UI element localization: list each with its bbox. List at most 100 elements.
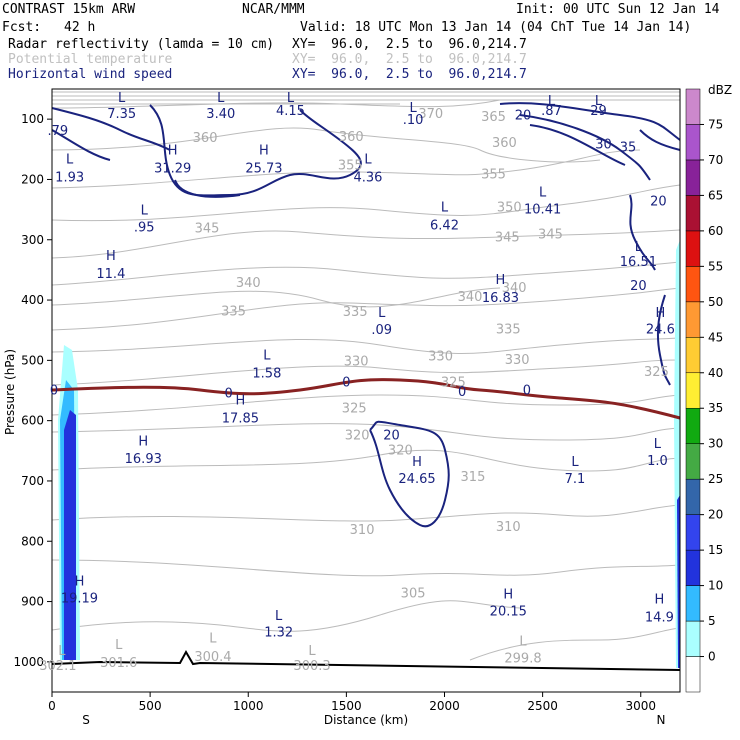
wind-speed-label: 20.15 [490,605,527,620]
wind-speed-label: 1.0 [647,454,668,469]
colorbar-swatch [685,301,701,338]
wind-speed-label: 20 [383,429,400,444]
wind-speed-label: H [655,593,665,608]
theta-contour-label: 345 [495,231,520,246]
theta-contour-label: 335 [496,322,521,337]
forecast-hour: 42 h [64,20,96,35]
theta-contour-label: 310 [496,520,521,535]
wind-speed-label: L [66,152,74,167]
wind-speed-label: 17.85 [222,412,259,427]
colorbar-swatches [685,88,701,693]
colorbar-level-label: 15 [708,543,723,557]
wind-speed-label: 14.9 [645,611,674,626]
wind-speed-label: 0 [523,383,531,398]
colorbar-swatch [685,124,701,161]
theta-contour-label: 325 [441,375,466,390]
wind-speed-label: 7.1 [565,472,586,487]
wind-speed-label: 24.6 [646,322,675,337]
wind-speed-label: H [106,249,116,264]
theta-contour-label: 355 [338,158,363,173]
colorbar-swatch [685,656,701,693]
wind-speed-label: L [263,348,271,363]
colorbar-level-label: 65 [708,188,723,202]
theta-contour-label: 335 [343,305,368,320]
y-axis-title: Pressure (hPa) [3,349,17,435]
theta-contour-label: 299.8 [504,652,541,667]
theta-contour-label: 340 [502,281,527,296]
wind-speed-label: L [141,204,149,219]
colorbar-swatch [685,549,701,586]
theta-contour-label: 360 [339,130,364,145]
x-axis-end-label: N [657,713,666,727]
colorbar-level-label: 75 [708,117,723,131]
y-tick-label: 100 [21,112,44,126]
colorbar-unit: dBZ [708,83,732,97]
model-title: CONTRAST 15km ARW [2,2,136,17]
theta-contour-label: 302.1 [39,659,76,674]
theta-contour-label: L [519,635,527,650]
y-axis-ticks: 100 200 300 400 500 600 700 800 900 1000 [13,112,52,669]
theta-contour-label: 325 [342,401,367,416]
colorbar-swatch [685,195,701,232]
wind-speed-label: L [571,455,579,470]
theta-contour-label: L [308,644,316,659]
theta-contour-label: 345 [538,228,563,243]
colorbar-level-label: 10 [708,579,723,593]
theta-contour-label: 301.6 [100,656,137,671]
x-tick-label: 0 [48,699,56,713]
wind-speed-label: .79 [48,124,69,139]
colorbar-swatch [685,266,701,303]
theta-contour-label: 330 [505,353,530,368]
wind-speed-label: H [75,574,85,589]
wind-speed-label: 4.15 [276,104,305,119]
wind-speed-label: .09 [371,323,392,338]
theta-contour-label: 370 [418,107,443,122]
wind-speed-label: L [654,437,662,452]
wind-speed-label: 29 [590,104,607,119]
theta-contour-label: 360 [492,136,517,151]
theta-contour-label: L [58,644,66,659]
wind-speed-label: 0 [458,385,466,400]
theta-contour-label: 320 [388,444,413,459]
wind-speed-label: 7.35 [107,107,136,122]
y-tick-label: 900 [21,595,44,609]
theta-contour-label: L [115,638,123,653]
x-tick-label: 1000 [233,699,264,713]
x-tick-label: 2000 [429,699,460,713]
wind-speed-label: 16.93 [125,452,162,467]
wind-speed-label: 0 [50,383,58,398]
wind-speed-label: 1.93 [55,170,84,185]
wind-speed-label: 35 [620,140,637,155]
colorbar-level-label: 50 [708,295,723,309]
wind-speed-label: L [118,91,126,106]
theta-contour-label: 350 [497,201,522,216]
colorbar-swatch [685,514,701,551]
x-tick-label: 2500 [527,699,558,713]
x-axis-title: Distance (km) [324,713,408,727]
wind-speed-label: H [259,143,269,158]
theta-contour-label: 320 [345,429,370,444]
colorbar-swatch [685,407,701,444]
wind-speed-label: H [236,394,246,409]
colorbar-level-label: 70 [708,153,723,167]
y-tick-label: 500 [21,353,44,367]
wind-speed-label: L [441,201,449,216]
wind-speed-label: .87 [541,104,562,119]
colorbar-swatch [685,159,701,196]
theta-contour-label: 355 [481,167,506,182]
wind-speed-label: 20 [630,279,647,294]
y-tick-label: 200 [21,172,44,186]
terrain-surface-line [51,649,681,671]
colorbar-swatch [685,620,701,657]
wind-speed-label: 6.42 [430,219,459,234]
y-tick-label: 800 [21,534,44,548]
colorbar-level-label: 20 [708,508,723,522]
field-xy-reflectivity: XY= 96.0, 2.5 to 96.0,214.7 [292,37,527,52]
wind-speed-label: 31.29 [154,161,191,176]
wind-speed-label: H [168,143,178,158]
wind-speed-label: L [378,306,386,321]
forecast-label: Fcst: [2,20,42,35]
wind-speed-label: L [548,94,556,109]
